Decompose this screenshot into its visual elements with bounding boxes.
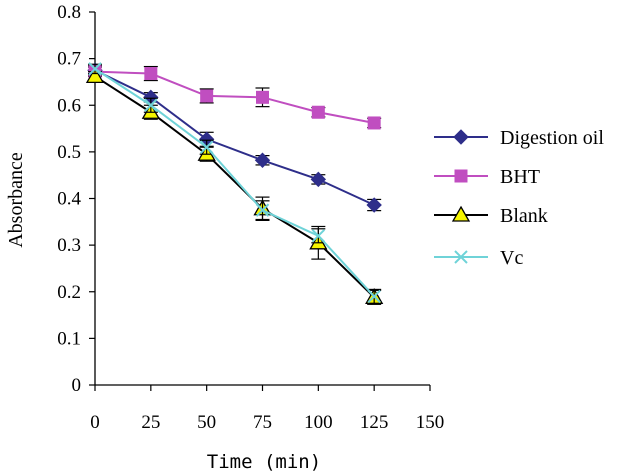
data-point (254, 152, 271, 168)
y-axis-ticks: 0 0.1 0.2 0.3 0.4 0.5 0.6 0.7 0.8 (57, 2, 95, 396)
data-point (311, 105, 325, 119)
series-vc (88, 62, 382, 305)
legend-item: Vc (434, 247, 523, 269)
legend-label: Digestion oil (500, 127, 604, 149)
x-axis-title: Time (min) (207, 451, 321, 471)
legend-marker-diamond-icon (453, 129, 469, 145)
legend-item: Blank (434, 205, 548, 227)
y-tick-label: 0.3 (57, 235, 81, 256)
y-tick-label: 0 (72, 375, 82, 396)
data-point (367, 289, 381, 304)
series-digestion-oil (87, 62, 382, 213)
data-point (366, 197, 382, 213)
data-point (367, 116, 381, 130)
y-tick-label: 0.4 (57, 189, 81, 210)
x-tick-label: 25 (141, 412, 160, 433)
y-axis-title: Absorbance (5, 152, 27, 248)
legend: Digestion oil BHT Blank Vc (434, 127, 604, 269)
legend-marker-square-icon (454, 169, 468, 183)
x-tick-label: 0 (90, 412, 100, 433)
x-tick-label: 50 (197, 412, 216, 433)
data-point (255, 203, 270, 217)
x-tick-label: 150 (416, 412, 445, 433)
data-point (88, 62, 102, 76)
data-point (85, 67, 105, 83)
x-tick-label: 100 (304, 412, 333, 433)
legend-label: Vc (500, 247, 523, 269)
y-tick-label: 0.2 (57, 282, 81, 303)
x-axis-ticks: 0 25 50 75 100 125 150 (90, 385, 444, 433)
legend-item: BHT (434, 166, 540, 188)
legend-item: Digestion oil (434, 127, 604, 149)
series-line (94, 75, 375, 299)
data-point (199, 140, 214, 154)
y-tick-label: 0.1 (57, 328, 81, 349)
x-tick-label: 75 (253, 412, 272, 433)
data-point (144, 98, 158, 112)
data-point (311, 229, 326, 243)
legend-label: Blank (500, 205, 548, 227)
legend-marker-triangle-icon (451, 205, 471, 222)
y-tick-label: 0.7 (57, 49, 81, 70)
y-tick-label: 0.5 (57, 142, 81, 163)
legend-marker-x-icon (454, 250, 468, 264)
series-bht (88, 65, 382, 130)
data-point (200, 89, 214, 103)
plot-area (85, 62, 384, 305)
data-point (144, 67, 158, 81)
series-line (94, 68, 375, 298)
y-tick-label: 0.6 (57, 95, 81, 116)
x-tick-label: 125 (360, 412, 389, 433)
legend-label: BHT (500, 166, 540, 188)
data-point (310, 171, 327, 188)
data-point (256, 90, 269, 104)
series-line (94, 69, 375, 206)
series-line (94, 70, 375, 124)
series-blank (85, 67, 384, 305)
y-tick-label: 0.8 (57, 2, 81, 23)
